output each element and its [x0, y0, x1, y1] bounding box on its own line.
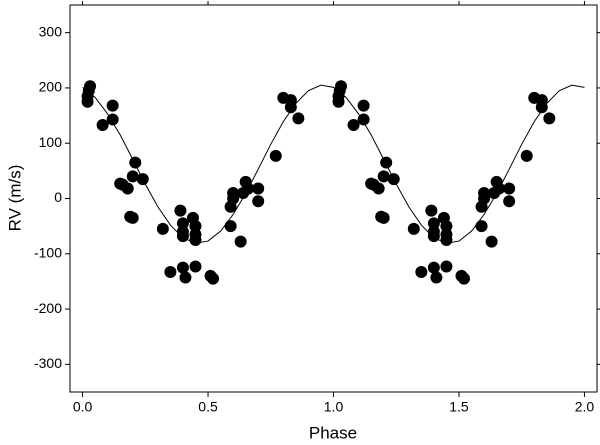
- data-point: [440, 260, 453, 273]
- data-point: [430, 271, 443, 284]
- data-point: [121, 182, 134, 195]
- y-axis-label: RV (m/s): [5, 165, 24, 232]
- data-point: [457, 272, 470, 285]
- data-point: [189, 233, 202, 246]
- data-point: [176, 217, 189, 230]
- data-point: [292, 112, 305, 125]
- data-point: [407, 222, 420, 235]
- data-point: [126, 211, 139, 224]
- data-point: [485, 235, 498, 248]
- data-point: [377, 170, 390, 183]
- data-point: [176, 261, 189, 274]
- fit-curve: [82, 84, 585, 244]
- y-tick-label: 100: [39, 134, 63, 150]
- data-point: [176, 230, 189, 243]
- data-point: [357, 99, 370, 112]
- x-tick-label: 1.0: [324, 399, 344, 415]
- data-point: [106, 99, 119, 112]
- y-tick-label: 0: [54, 189, 62, 205]
- data-point: [174, 204, 187, 217]
- data-point: [84, 80, 97, 93]
- data-point: [335, 80, 348, 93]
- data-point: [478, 186, 491, 199]
- data-point: [427, 217, 440, 230]
- data-point: [129, 156, 142, 169]
- data-point: [227, 186, 240, 199]
- data-point: [252, 195, 265, 208]
- data-point: [377, 211, 390, 224]
- data-point: [535, 94, 548, 107]
- data-point: [96, 118, 109, 131]
- x-tick-label: 0.0: [73, 399, 93, 415]
- data-point: [427, 261, 440, 274]
- data-point: [380, 156, 393, 169]
- data-point: [503, 182, 516, 195]
- x-tick-label: 2.0: [575, 399, 595, 415]
- data-point: [347, 118, 360, 131]
- data-point: [164, 266, 177, 279]
- plot-frame: [69, 4, 598, 393]
- y-tick-label: 300: [39, 23, 63, 39]
- y-tick-label: -300: [34, 355, 62, 371]
- data-point: [440, 233, 453, 246]
- data-point: [503, 195, 516, 208]
- data-point: [179, 271, 192, 284]
- y-tick-label: -100: [34, 244, 62, 260]
- data-point: [224, 220, 237, 233]
- data-point: [269, 149, 282, 162]
- data-point: [440, 220, 453, 233]
- x-tick-label: 0.5: [198, 399, 218, 415]
- data-point: [520, 149, 533, 162]
- data-point: [284, 94, 297, 107]
- data-point: [543, 112, 556, 125]
- data-point: [372, 182, 385, 195]
- data-point: [475, 220, 488, 233]
- data-point: [252, 182, 265, 195]
- y-tick-label: -200: [34, 300, 62, 316]
- data-point: [415, 266, 428, 279]
- data-point: [126, 170, 139, 183]
- data-point: [156, 222, 169, 235]
- y-tick-label: 200: [39, 79, 63, 95]
- data-point: [189, 260, 202, 273]
- data-point: [425, 204, 438, 217]
- data-point: [427, 230, 440, 243]
- x-tick-label: 1.5: [449, 399, 469, 415]
- data-point: [234, 235, 247, 248]
- data-point: [207, 272, 220, 285]
- data-point: [189, 220, 202, 233]
- x-axis-label: Phase: [309, 423, 357, 442]
